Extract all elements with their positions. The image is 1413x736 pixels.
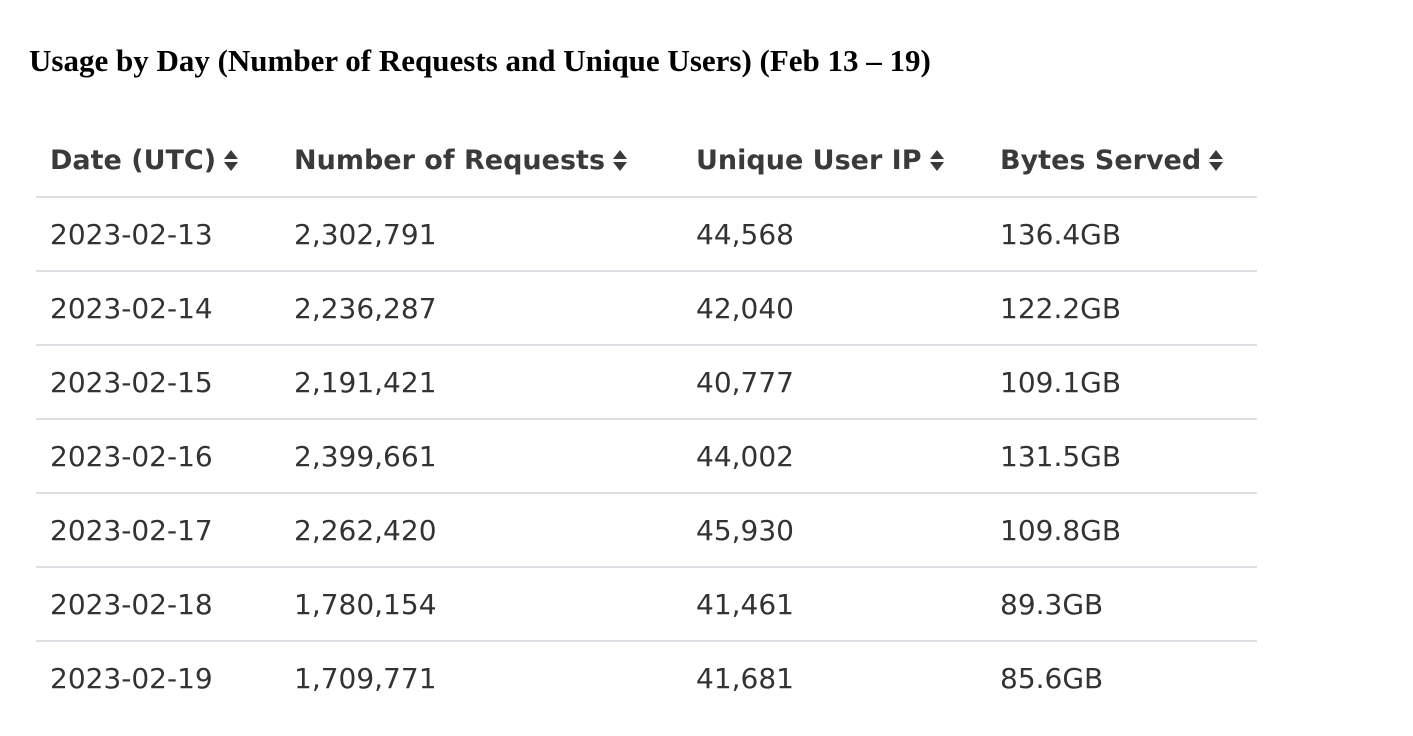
sort-icon[interactable] (1209, 149, 1224, 171)
usage-table: Date (UTC) Number of Requests Unique Use… (36, 124, 1257, 714)
cell-requests: 2,399,661 (280, 419, 682, 494)
column-header-bytes[interactable]: Bytes Served (986, 124, 1257, 198)
cell-bytes: 109.8GB (986, 493, 1257, 568)
cell-unique-ip: 44,002 (682, 419, 986, 494)
cell-bytes: 85.6GB (1000, 661, 1104, 695)
cell-date: 2023-02-14 (36, 271, 280, 346)
cell-date: 2023-02-19 (50, 661, 213, 695)
column-header-label: Date (UTC) (50, 144, 217, 176)
cell-unique-ip: 41,681 (696, 661, 794, 695)
page-title: Usage by Day (Number of Requests and Uni… (29, 43, 931, 78)
cell-requests: 2,236,287 (280, 271, 682, 346)
table-row: 2023-02-13 2,302,791 44,568 136.4GB (36, 197, 1257, 272)
sort-icon[interactable] (613, 149, 628, 171)
column-header-unique-ip[interactable]: Unique User IP (682, 124, 986, 198)
table-header-row: Date (UTC) Number of Requests Unique Use… (36, 124, 1257, 198)
table-row: 2023-02-18 1,780,154 41,461 89.3GB (36, 567, 1257, 642)
table-row: 2023-02-14 2,236,287 42,040 122.2GB (36, 271, 1257, 346)
cell-bytes: 89.3GB (986, 567, 1257, 642)
cell-unique-ip: 40,777 (682, 345, 986, 420)
column-header-label: Bytes Served (1000, 144, 1202, 176)
table-row: 2023-02-19 1,709,771 41,681 85.6GB (36, 641, 1257, 714)
column-header-label: Unique User IP (696, 144, 922, 176)
table-row: 2023-02-15 2,191,421 40,777 109.1GB (36, 345, 1257, 420)
cell-requests: 2,302,791 (280, 197, 682, 272)
cell-date: 2023-02-16 (36, 419, 280, 494)
table-row: 2023-02-17 2,262,420 45,930 109.8GB (36, 493, 1257, 568)
cell-date: 2023-02-13 (36, 197, 280, 272)
cell-requests: 2,262,420 (280, 493, 682, 568)
cell-bytes: 122.2GB (986, 271, 1257, 346)
cell-bytes: 131.5GB (986, 419, 1257, 494)
cell-unique-ip: 45,930 (682, 493, 986, 568)
cell-date: 2023-02-17 (36, 493, 280, 568)
cell-bytes: 109.1GB (986, 345, 1257, 420)
cell-unique-ip: 44,568 (682, 197, 986, 272)
cell-requests: 2,191,421 (280, 345, 682, 420)
column-header-label: Number of Requests (294, 144, 606, 176)
cell-requests: 1,780,154 (280, 567, 682, 642)
sort-icon[interactable] (929, 149, 944, 171)
cell-unique-ip: 41,461 (682, 567, 986, 642)
cell-bytes: 136.4GB (986, 197, 1257, 272)
column-header-date[interactable]: Date (UTC) (36, 124, 280, 198)
cell-date: 2023-02-18 (36, 567, 280, 642)
column-header-requests[interactable]: Number of Requests (280, 124, 682, 198)
table-row: 2023-02-16 2,399,661 44,002 131.5GB (36, 419, 1257, 494)
cell-requests: 1,709,771 (294, 661, 437, 695)
cell-unique-ip: 42,040 (682, 271, 986, 346)
cell-date: 2023-02-15 (36, 345, 280, 420)
sort-icon[interactable] (224, 149, 239, 171)
